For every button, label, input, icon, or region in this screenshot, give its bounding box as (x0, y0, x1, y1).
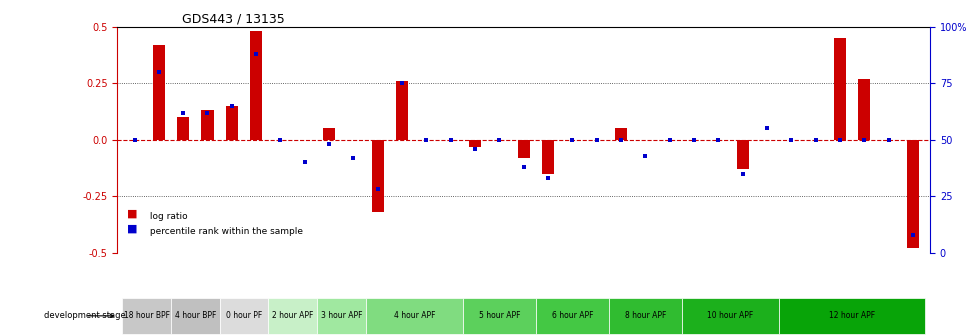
Text: 5 hour APF: 5 hour APF (478, 311, 519, 320)
Point (661, 137, 677, 142)
Bar (542, 140, 554, 174)
Point (467, 146, 482, 152)
Bar (396, 81, 408, 140)
Point (442, 137, 458, 142)
Bar (833, 38, 845, 140)
FancyBboxPatch shape (171, 298, 219, 334)
FancyBboxPatch shape (608, 298, 682, 334)
Bar (249, 31, 262, 140)
Bar (906, 140, 918, 248)
FancyBboxPatch shape (682, 298, 778, 334)
Point (782, 137, 798, 142)
Point (224, 103, 240, 109)
Bar (614, 128, 627, 140)
Text: 8 hour APF: 8 hour APF (624, 311, 665, 320)
Text: ■: ■ (127, 209, 138, 219)
FancyBboxPatch shape (219, 298, 268, 334)
FancyBboxPatch shape (122, 298, 171, 334)
Point (272, 137, 288, 142)
FancyBboxPatch shape (535, 298, 608, 334)
Point (612, 137, 628, 142)
FancyBboxPatch shape (268, 298, 317, 334)
Point (175, 110, 191, 115)
Text: development stage: development stage (44, 311, 126, 320)
Point (296, 160, 312, 165)
FancyBboxPatch shape (317, 298, 365, 334)
Text: ■: ■ (127, 224, 138, 234)
Bar (372, 140, 383, 212)
Point (248, 51, 264, 57)
FancyBboxPatch shape (778, 298, 924, 334)
Bar (177, 117, 189, 140)
Point (540, 175, 556, 181)
Point (905, 232, 920, 237)
Text: 12 hour APF: 12 hour APF (828, 311, 874, 320)
Bar (468, 140, 481, 146)
Bar (323, 128, 334, 140)
Point (370, 187, 385, 192)
Text: log ratio: log ratio (147, 212, 187, 221)
Bar (735, 140, 748, 169)
Point (734, 171, 750, 176)
Text: 18 hour BPF: 18 hour BPF (123, 311, 169, 320)
Text: 6 hour APF: 6 hour APF (552, 311, 593, 320)
Point (807, 137, 822, 142)
Point (686, 137, 701, 142)
Text: 0 hour PF: 0 hour PF (226, 311, 262, 320)
Bar (858, 79, 869, 140)
Point (126, 137, 142, 142)
Bar (226, 106, 238, 140)
Text: percentile rank within the sample: percentile rank within the sample (147, 227, 302, 236)
Point (856, 137, 871, 142)
Text: 10 hour APF: 10 hour APF (707, 311, 753, 320)
Point (419, 137, 434, 142)
Point (831, 137, 847, 142)
Point (710, 137, 726, 142)
Point (394, 81, 410, 86)
Point (589, 137, 604, 142)
Point (151, 69, 166, 75)
Point (880, 137, 896, 142)
Point (491, 137, 507, 142)
Point (759, 126, 775, 131)
Point (564, 137, 580, 142)
Text: 4 hour BPF: 4 hour BPF (174, 311, 216, 320)
Text: 3 hour APF: 3 hour APF (320, 311, 362, 320)
Bar (517, 140, 529, 158)
Bar (201, 111, 213, 140)
Point (515, 164, 531, 170)
Point (637, 153, 652, 158)
FancyBboxPatch shape (463, 298, 535, 334)
Point (200, 110, 215, 115)
Text: GDS443 / 13135: GDS443 / 13135 (182, 13, 285, 26)
Point (321, 141, 336, 147)
Text: 4 hour APF: 4 hour APF (393, 311, 434, 320)
Text: 2 hour APF: 2 hour APF (272, 311, 313, 320)
Point (345, 155, 361, 161)
FancyBboxPatch shape (365, 298, 463, 334)
Bar (153, 45, 164, 140)
